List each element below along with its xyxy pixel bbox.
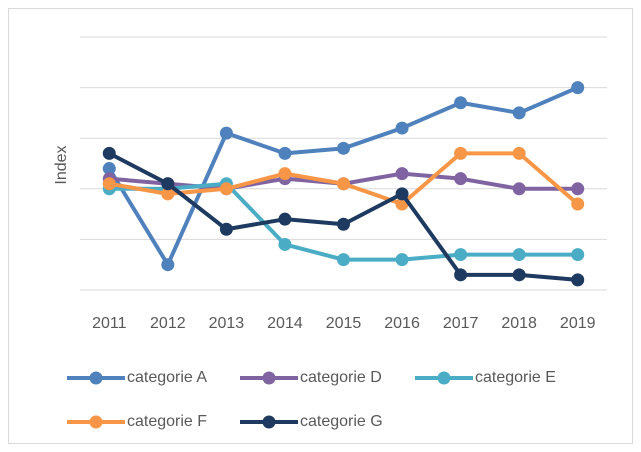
legend-marker: [262, 371, 276, 385]
data-point: [571, 81, 585, 95]
data-point: [454, 96, 468, 110]
x-tick-label: 2018: [501, 315, 537, 332]
legend-label: categorie E: [475, 369, 556, 386]
y-axis-label: Index: [53, 145, 70, 184]
data-point: [337, 177, 350, 191]
data-point: [395, 167, 409, 181]
data-point: [102, 146, 116, 160]
x-tick-label: 2015: [326, 315, 362, 332]
data-point: [219, 126, 233, 140]
data-point: [102, 177, 116, 191]
data-point: [571, 273, 585, 287]
legend-label: categorie A: [127, 369, 207, 386]
x-tick-label: 2016: [384, 315, 420, 332]
data-point: [337, 253, 350, 267]
data-point: [571, 197, 585, 211]
data-point: [454, 248, 468, 262]
legend-label: categorie G: [300, 413, 383, 430]
x-tick-label: 2013: [209, 315, 245, 332]
data-point: [512, 248, 526, 262]
data-point: [512, 146, 526, 160]
chart-frame: [8, 8, 633, 444]
data-point: [219, 222, 233, 236]
data-point: [337, 141, 350, 155]
x-tick-label: 2012: [150, 315, 186, 332]
legend-marker: [89, 415, 103, 429]
data-point: [278, 212, 292, 226]
data-point: [278, 167, 292, 181]
data-point: [278, 237, 292, 251]
data-point: [395, 121, 409, 135]
legend-label: categorie F: [127, 413, 207, 430]
data-point: [161, 258, 175, 272]
data-point: [512, 182, 526, 196]
data-point: [571, 248, 585, 262]
data-point: [454, 268, 468, 282]
data-point: [395, 253, 409, 267]
data-point: [278, 146, 292, 160]
x-tick-label: 2014: [267, 315, 303, 332]
data-point: [512, 268, 526, 282]
legend-marker: [437, 371, 451, 385]
legend-marker: [262, 415, 276, 429]
legend-marker: [89, 371, 103, 385]
data-point: [571, 182, 585, 196]
x-tick-label: 2019: [560, 315, 596, 332]
data-point: [512, 106, 526, 120]
legend-label: categorie D: [300, 369, 382, 386]
data-point: [161, 187, 175, 201]
data-point: [395, 187, 409, 201]
data-point: [454, 172, 468, 186]
x-tick-label: 2011: [92, 315, 127, 332]
data-point: [219, 182, 233, 196]
data-point: [454, 146, 468, 160]
data-point: [337, 217, 350, 231]
data-point: [102, 162, 116, 176]
data-point: [161, 177, 175, 191]
x-tick-label: 2017: [443, 315, 479, 332]
